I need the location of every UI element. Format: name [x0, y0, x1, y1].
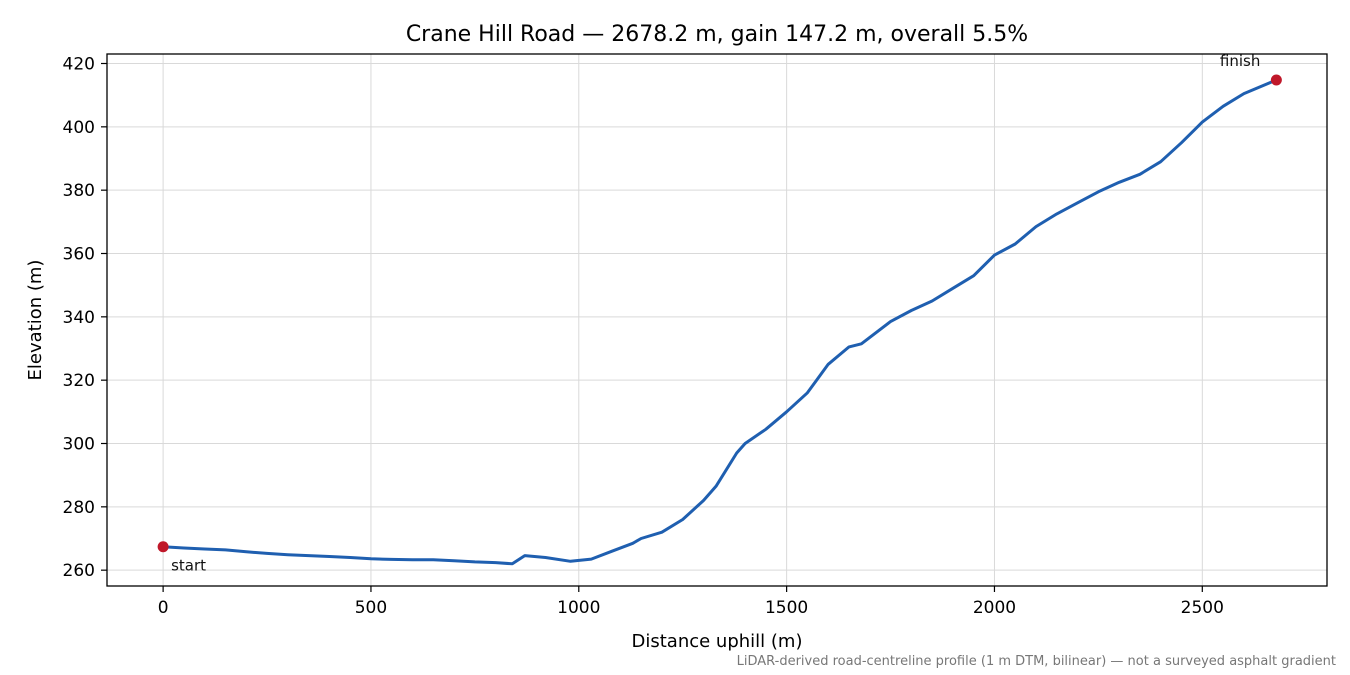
start-label: start: [171, 557, 206, 575]
x-tick-label: 1500: [765, 598, 808, 618]
y-axis-label: Elevation (m): [25, 260, 46, 381]
y-tick-label: 380: [63, 181, 95, 201]
y-tick-label: 280: [63, 498, 95, 518]
endpoint-markers: start finish: [157, 52, 1282, 575]
x-tick-label: 2000: [973, 598, 1016, 618]
y-tick-label: 420: [63, 55, 95, 75]
x-axis-label: Distance uphill (m): [632, 631, 803, 652]
grid: [107, 54, 1327, 586]
finish-label: finish: [1220, 52, 1260, 70]
y-tick-label: 340: [63, 308, 95, 328]
x-tick-label: 500: [355, 598, 387, 618]
x-tick-label: 0: [158, 598, 169, 618]
y-tick-label: 320: [63, 371, 95, 391]
series-line-group: [161, 78, 1278, 566]
plot-frame: [106, 53, 1328, 587]
y-tick-label: 260: [63, 561, 95, 581]
footnote: LiDAR-derived road-centreline profile (1…: [737, 654, 1336, 669]
axis-ticks: 0 500 1000 1500 2000 2500 260 280 300 320 340 360 38…: [63, 55, 1224, 619]
start-marker: [157, 541, 169, 553]
y-tick-label: 400: [63, 118, 95, 138]
elevation-series-line: [161, 78, 1278, 566]
y-tick-label: 360: [63, 245, 95, 265]
chart-title: Crane Hill Road — 2678.2 m, gain 147.2 m…: [406, 22, 1028, 47]
finish-marker: [1270, 74, 1282, 86]
y-tick-label: 300: [63, 435, 95, 455]
x-tick-label: 1000: [557, 598, 600, 618]
x-tick-label: 2500: [1181, 598, 1224, 618]
